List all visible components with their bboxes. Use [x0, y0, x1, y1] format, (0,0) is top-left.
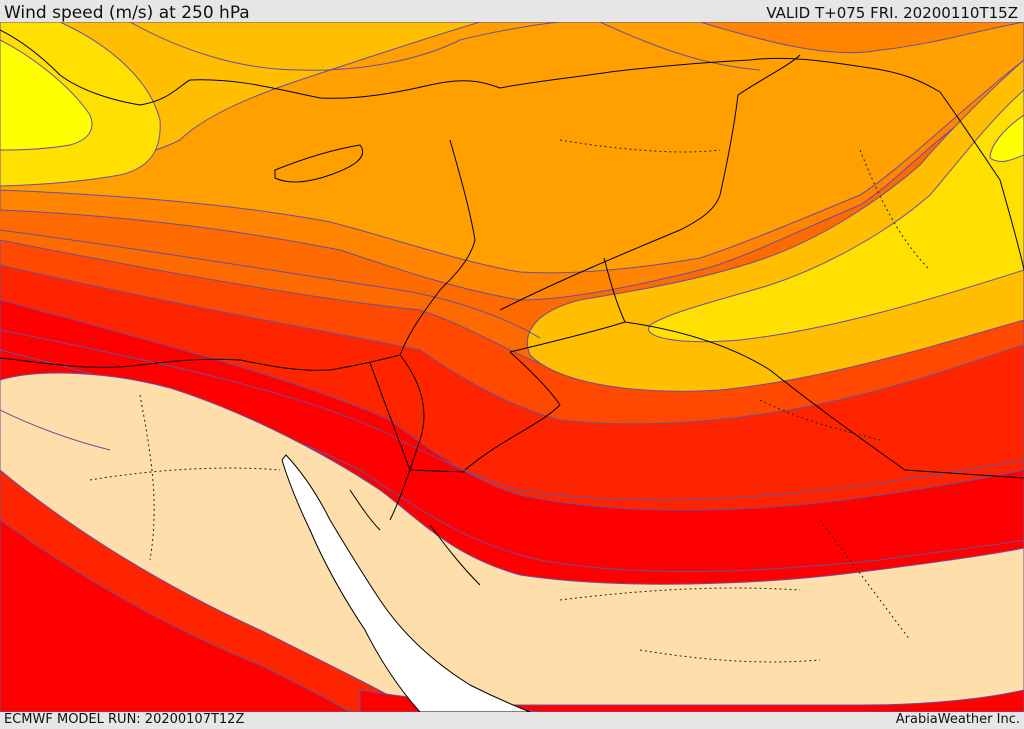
header-bar: Wind speed (m/s) at 250 hPa VALID T+075 … — [0, 0, 1024, 23]
model-run-label: ECMWF MODEL RUN: 20200107T12Z — [4, 712, 245, 727]
band-red-southwest-inner — [0, 519, 351, 712]
wind-speed-map — [0, 22, 1024, 712]
band-yellow-east — [647, 89, 1024, 343]
band-low-speed-tan — [0, 372, 1024, 706]
red-sea — [281, 454, 531, 712]
valid-time-label: VALID T+075 FRI. 20200110T15Z — [766, 4, 1018, 22]
map-title: Wind speed (m/s) at 250 hPa — [4, 3, 250, 23]
coastlines — [0, 29, 1024, 586]
admin-borders — [89, 139, 931, 663]
footer-bar: ECMWF MODEL RUN: 20200107T12Z ArabiaWeat… — [0, 712, 1024, 729]
contour-lines — [0, 22, 1024, 501]
map-canvas — [0, 22, 1024, 712]
band-yellow-light-east — [989, 114, 1024, 162]
credit-label: ArabiaWeather Inc. — [895, 712, 1020, 727]
band-yellow-light-west — [0, 39, 93, 151]
country-borders — [369, 54, 1024, 479]
